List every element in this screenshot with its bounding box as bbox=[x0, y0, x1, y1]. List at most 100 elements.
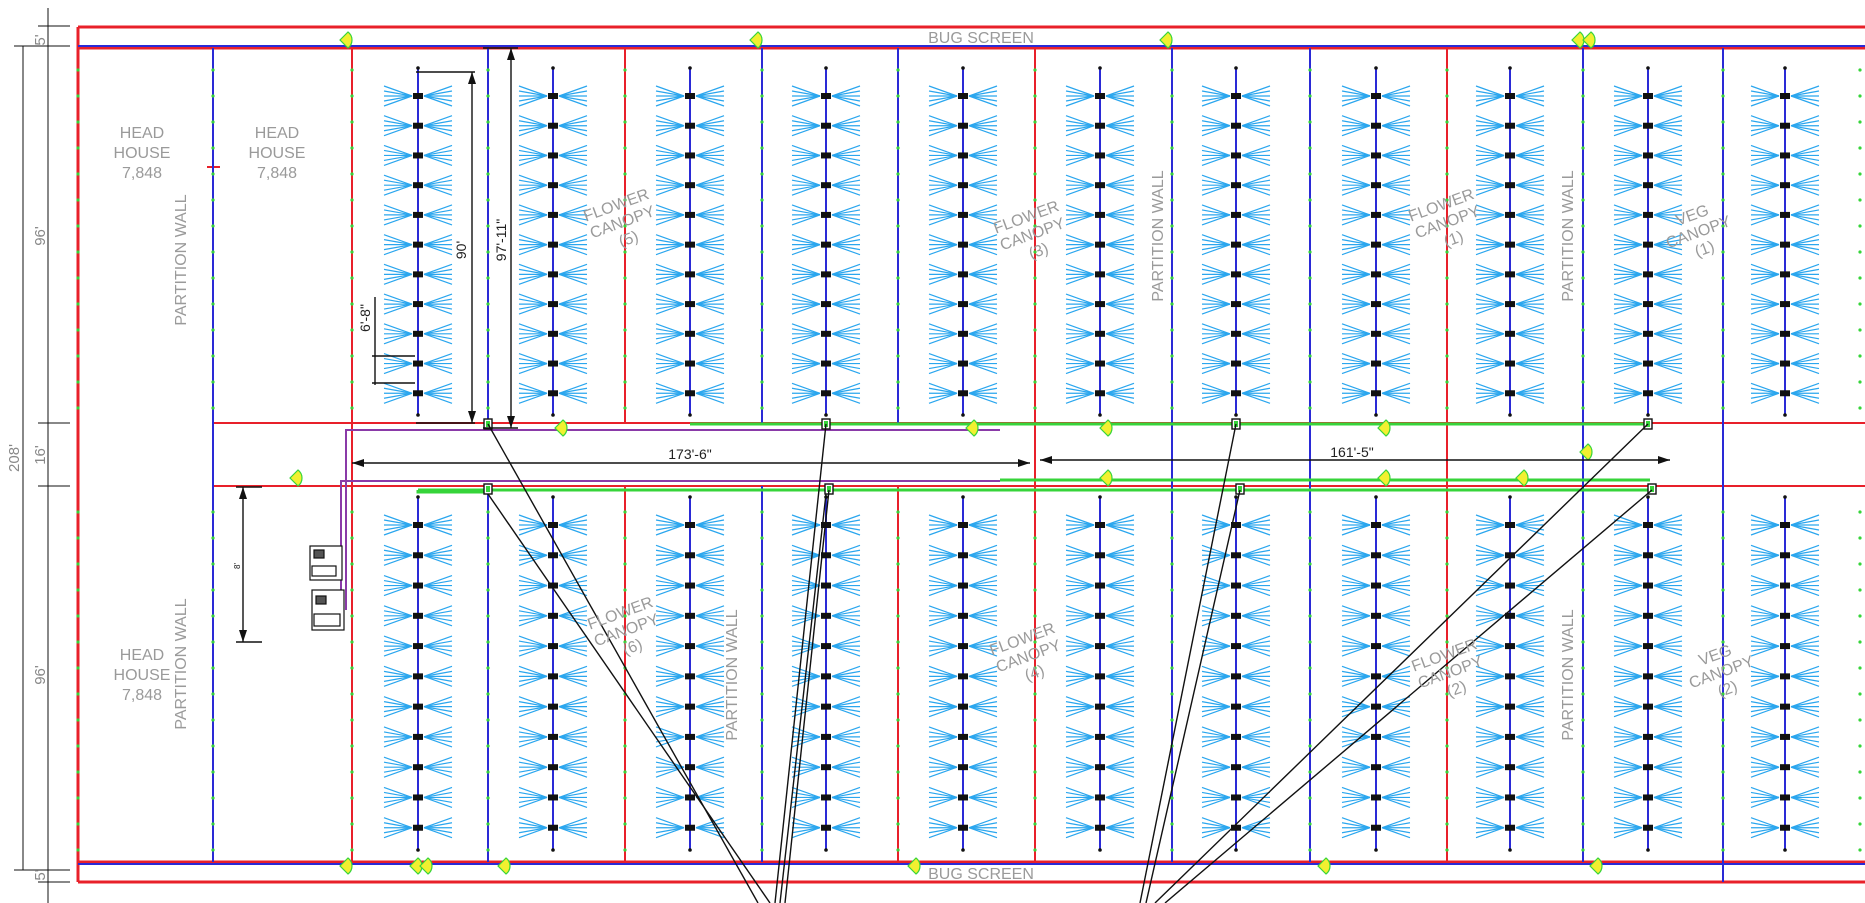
svg-text:HEAD: HEAD bbox=[255, 125, 299, 142]
exhaust-fan-icon bbox=[1317, 857, 1331, 875]
partition-marker bbox=[1033, 276, 1037, 280]
partition-marker bbox=[623, 848, 627, 852]
partition-marker bbox=[896, 848, 900, 852]
partition-marker bbox=[76, 302, 80, 306]
svg-text:7,848: 7,848 bbox=[122, 687, 162, 704]
emitter bbox=[655, 696, 725, 718]
partition-marker bbox=[1445, 770, 1449, 774]
emitter bbox=[655, 635, 725, 657]
emitter bbox=[518, 234, 588, 256]
partition-marker bbox=[623, 614, 627, 618]
partition-marker bbox=[623, 328, 627, 332]
svg-text:HEAD: HEAD bbox=[120, 125, 164, 142]
partition-marker bbox=[623, 640, 627, 644]
emitter bbox=[1201, 786, 1271, 809]
emitter bbox=[1065, 726, 1135, 748]
partition-marker bbox=[760, 354, 764, 358]
emitter bbox=[928, 514, 998, 536]
partition-marker bbox=[1858, 146, 1862, 150]
partition-marker bbox=[1721, 666, 1725, 670]
emitter bbox=[928, 115, 998, 137]
partition-marker bbox=[1721, 614, 1725, 618]
partition-marker bbox=[1581, 796, 1585, 800]
emitter bbox=[1475, 544, 1545, 566]
emitter bbox=[1341, 263, 1411, 285]
emitter bbox=[1065, 696, 1135, 718]
flower-canopy-1-label: FLOWER CANOPY (1) bbox=[1406, 186, 1482, 251]
emitter bbox=[928, 605, 998, 627]
emitter bbox=[1341, 85, 1411, 107]
partition-marker bbox=[760, 666, 764, 670]
bug-screen-top-label: BUG SCREEN bbox=[928, 30, 1034, 47]
partition-marker bbox=[623, 146, 627, 150]
partition-marker bbox=[76, 276, 80, 280]
partition-marker bbox=[1308, 718, 1312, 722]
emitter bbox=[1475, 352, 1545, 375]
partition-marker bbox=[486, 276, 490, 280]
partition-marker bbox=[76, 94, 80, 98]
partition-marker bbox=[1721, 744, 1725, 748]
partition-marker bbox=[211, 640, 215, 644]
dim-left-top: 5' bbox=[32, 34, 49, 45]
emitter bbox=[1065, 85, 1135, 107]
emitter bbox=[518, 263, 588, 285]
svg-text:(3): (3) bbox=[1027, 240, 1051, 263]
partition-marker bbox=[1445, 146, 1449, 150]
partition-marker bbox=[350, 172, 354, 176]
partition-marker bbox=[1170, 510, 1174, 514]
emitter bbox=[1341, 174, 1411, 196]
partition-marker bbox=[896, 198, 900, 202]
partition-wall-label-3: PARTITION WALL bbox=[1150, 170, 1167, 301]
emitter bbox=[1201, 174, 1271, 196]
partition-marker bbox=[1308, 276, 1312, 280]
partition-marker bbox=[1445, 614, 1449, 618]
partition-marker bbox=[1170, 224, 1174, 228]
emitter bbox=[518, 635, 588, 657]
partition-marker bbox=[1721, 172, 1725, 176]
partition-marker bbox=[211, 250, 215, 254]
emitter bbox=[1475, 726, 1545, 748]
partition-marker bbox=[350, 510, 354, 514]
emitter bbox=[1065, 382, 1135, 404]
partition-marker bbox=[1170, 614, 1174, 618]
partition-marker bbox=[76, 692, 80, 696]
partition-marker bbox=[1308, 562, 1312, 566]
emitter bbox=[383, 263, 453, 285]
partition-marker bbox=[1581, 146, 1585, 150]
partition-marker bbox=[350, 562, 354, 566]
partition-marker bbox=[1581, 250, 1585, 254]
partition-marker bbox=[76, 380, 80, 384]
partition-marker bbox=[1581, 744, 1585, 748]
partition-marker bbox=[1033, 250, 1037, 254]
partition-marker bbox=[1308, 354, 1312, 358]
partition-marker bbox=[1170, 406, 1174, 410]
emitter bbox=[928, 352, 998, 375]
partition-marker bbox=[76, 68, 80, 72]
partition-marker bbox=[1445, 640, 1449, 644]
partition-marker bbox=[1858, 510, 1862, 514]
partition-marker bbox=[760, 120, 764, 124]
emitter bbox=[1613, 174, 1683, 196]
partition-marker bbox=[896, 328, 900, 332]
partition-marker bbox=[1170, 796, 1174, 800]
sprinkler-row bbox=[928, 495, 998, 852]
partition-marker bbox=[1858, 640, 1862, 644]
emitter bbox=[1201, 665, 1271, 687]
leader-lines bbox=[487, 423, 1653, 903]
emitter bbox=[1065, 293, 1135, 315]
emitter bbox=[928, 234, 998, 256]
partition-marker bbox=[1033, 510, 1037, 514]
partition-marker bbox=[896, 68, 900, 72]
exhaust-fan-icon bbox=[1377, 419, 1391, 437]
partition-marker bbox=[211, 848, 215, 852]
outer-walls bbox=[76, 25, 1865, 884]
sprinkler-row bbox=[518, 495, 588, 852]
partition-marker bbox=[623, 562, 627, 566]
partition-marker bbox=[1858, 848, 1862, 852]
partition-marker bbox=[76, 822, 80, 826]
emitter bbox=[791, 234, 861, 256]
partition-marker bbox=[211, 692, 215, 696]
partition-marker bbox=[486, 250, 490, 254]
partition-marker bbox=[1033, 822, 1037, 826]
emitter bbox=[928, 817, 998, 839]
